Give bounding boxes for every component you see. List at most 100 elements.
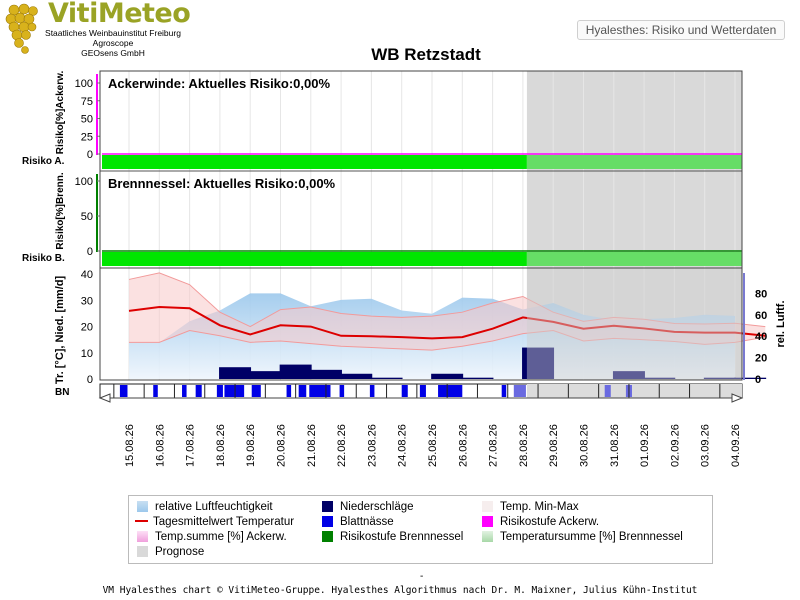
precip-bar	[431, 373, 464, 379]
risk-annotation: Ackerwinde: Aktuelles Risiko:0,00%	[108, 76, 330, 91]
risk-side-label: Risiko B.	[22, 253, 65, 264]
legend-item-humidity: relative Luftfeuchtigkeit	[137, 500, 273, 514]
legend-label: Risikostufe Brennnessel	[340, 531, 464, 543]
risk-tick-label: 0	[87, 246, 93, 258]
risk-tick-label: 100	[75, 78, 93, 90]
vitimeteo-logo: VitiMeteo Staatliches Weinbauinstitut Fr…	[2, 0, 192, 62]
footer-mark: -	[420, 571, 424, 582]
brand-sub-1: Staatliches Weinbauinstitut Freiburg	[45, 28, 181, 38]
risk-level-bar-forecast	[526, 155, 742, 169]
legend-label: Temp.summe [%] Ackerw.	[155, 531, 287, 543]
date-tick-label: 24.08.26	[397, 424, 409, 467]
temp-tick-label: 20	[81, 322, 93, 334]
precip-bar	[279, 364, 312, 379]
brand-sub-2: Agroscope	[92, 38, 134, 48]
legend-label: Niederschläge	[340, 501, 414, 513]
risk-ackerw-swatch-icon	[482, 516, 493, 527]
temp-tick-label: 10	[81, 348, 93, 360]
brand-sub-3: GEOsens GmbH	[81, 48, 145, 58]
precip-bar	[249, 371, 282, 379]
leaf-wetness-bar	[369, 385, 375, 397]
precip-bar	[461, 377, 494, 379]
risk-axis-title: Risiko[%]Brenn.	[55, 172, 66, 249]
legend-label: Temperatursumme [%] Brennnessel	[500, 531, 683, 543]
leaf-wetness-bar	[216, 385, 223, 397]
legend-label: Risikostufe Ackerw.	[500, 516, 600, 528]
leaf-wetness-bar	[251, 385, 261, 397]
date-tick-label: 03.09.26	[700, 424, 712, 467]
leaf-wetness-prognose	[526, 384, 742, 398]
date-tick-label: 15.08.26	[124, 424, 136, 467]
precip-bar	[703, 377, 736, 379]
precip-bar	[219, 367, 252, 379]
precip-bar	[340, 373, 373, 379]
leaf-wetness-bar	[401, 385, 408, 397]
temp-line-swatch-icon	[135, 520, 148, 522]
legend-item-precip: Niederschläge	[322, 500, 414, 514]
legend-item-prognose: Prognose	[137, 545, 204, 559]
humidity-swatch-icon	[137, 501, 148, 512]
chart-title: WB Retzstadt	[371, 45, 481, 64]
date-tick-label: 31.08.26	[609, 424, 621, 467]
precip-bar	[734, 377, 767, 379]
date-tick-label: 26.08.26	[457, 424, 469, 467]
legend-item-temp-band: Temp. Min-Max	[482, 500, 579, 514]
temp-min-line	[129, 330, 766, 351]
prognose-overlay	[526, 268, 742, 380]
leaf-wetness-bar	[438, 385, 463, 397]
precip-bar	[309, 369, 342, 379]
date-tick-label: 21.08.26	[306, 424, 318, 467]
date-tick-label: 28.08.26	[518, 424, 530, 467]
legend-label: relative Luftfeuchtigkeit	[155, 501, 273, 513]
footer-credit: VM Hyalesthes chart © VitiMeteo-Gruppe. …	[102, 585, 698, 596]
date-tick-label: 30.08.26	[579, 424, 591, 467]
leaf-wetness-bar	[513, 385, 526, 397]
risk-brenn-swatch-icon	[322, 531, 333, 542]
precip-bar	[522, 347, 555, 379]
risk-tick-label: 75	[81, 96, 93, 108]
precip-bar	[370, 377, 403, 379]
leaf-wetness-bar	[309, 385, 331, 397]
risk-level-bar	[102, 155, 527, 169]
risk-tick-label: 0	[87, 149, 93, 161]
grape-logo-icon	[5, 3, 38, 54]
legend-item-leaf-wetness: Blattnässe	[322, 515, 394, 529]
leaf-wetness-bar	[195, 385, 202, 397]
precip-swatch-icon	[322, 501, 333, 512]
date-tick-label: 29.08.26	[548, 424, 560, 467]
risk-tick-label: 25	[81, 131, 93, 143]
legend-item-temp-mean: Tagesmittelwert Temperatur	[135, 515, 294, 529]
temp-minmax-band	[129, 272, 766, 351]
risk-level-bar-forecast	[526, 252, 742, 266]
legend-item-risk-brenn: Risikostufe Brennnessel	[322, 530, 463, 544]
brand-title: VitiMeteo	[48, 0, 191, 29]
leaf-wetness-bar	[224, 385, 245, 397]
date-tick-label: 17.08.26	[185, 424, 197, 467]
temp-band-swatch-icon	[482, 501, 493, 512]
risk-tick-label: 50	[81, 211, 93, 223]
temp-max-line	[128, 272, 766, 328]
chart-heading-box: Hyalesthes: Risiko und Wetterdaten	[577, 20, 785, 40]
precip-bar	[643, 377, 676, 379]
date-tick-label: 27.08.26	[488, 424, 500, 467]
humidity-tick-label: 0	[755, 374, 761, 386]
leaf-wetness-bar	[298, 385, 307, 397]
date-tick-label: 16.08.26	[154, 424, 166, 467]
risk-tick-label: 50	[81, 114, 93, 126]
leaf-wetness-bar	[604, 385, 611, 397]
legend: relative Luftfeuchtigkeit Niederschläge …	[128, 495, 713, 564]
legend-label: Blattnässe	[340, 516, 394, 528]
leaf-wetness-label: BN	[55, 387, 69, 398]
leaf-wetness-bar	[119, 385, 128, 397]
legend-item-tempsum-ackerw: Temp.summe [%] Ackerw.	[137, 530, 287, 544]
tempsum-brenn-swatch-icon	[482, 531, 493, 542]
prognose-swatch-icon	[137, 546, 148, 557]
humidity-tick-label: 20	[755, 353, 767, 365]
date-tick-label: 22.08.26	[336, 424, 348, 467]
temp-mean-line	[128, 305, 766, 340]
risk-axis-title: Risiko[%]Ackerw.	[55, 71, 66, 155]
leaf-wetness-bar	[286, 385, 292, 397]
legend-label: Temp. Min-Max	[500, 501, 579, 513]
risk-annotation: Brennnessel: Aktuelles Risiko:0,00%	[108, 176, 336, 191]
